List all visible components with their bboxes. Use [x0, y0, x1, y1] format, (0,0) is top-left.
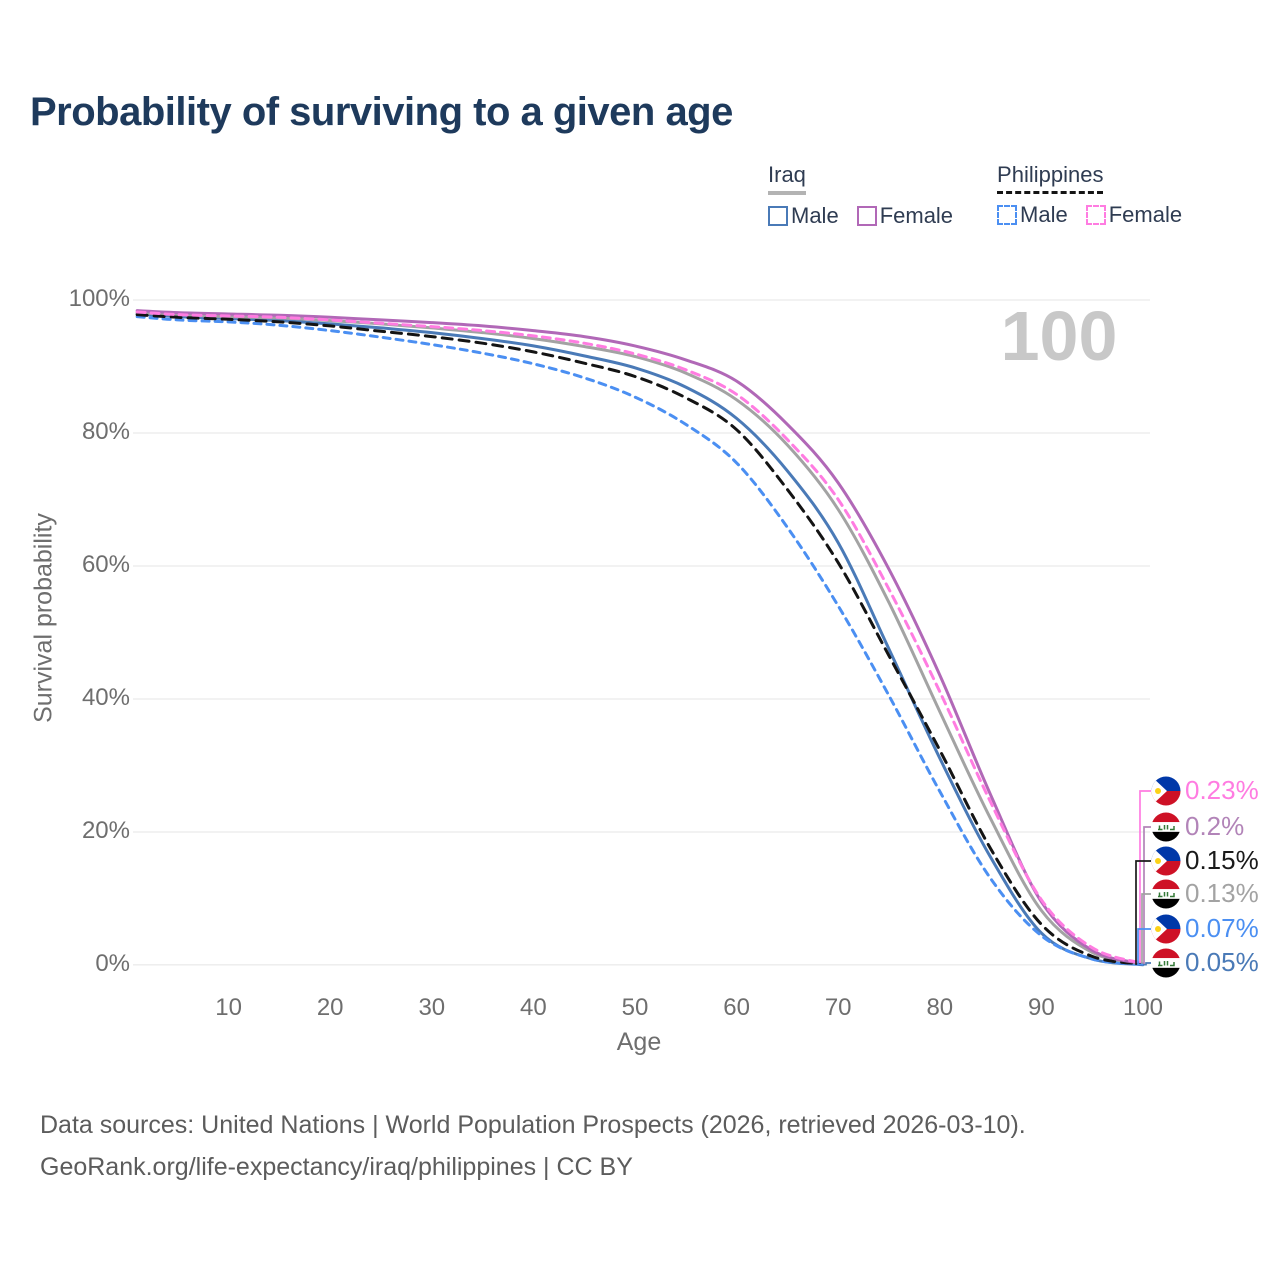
legend-item-philippines-female-label: Female: [1108, 202, 1183, 227]
footer-attribution-link: GeoRank.org/life-expectancy/iraq/philipp…: [40, 1153, 633, 1181]
legend-item-iraq-male[interactable]: Male: [768, 203, 839, 229]
end-label-philippines_total[interactable]: 0.15%: [1185, 845, 1259, 875]
y-tick-label: 20%: [81, 817, 130, 844]
x-tick-label: 100: [1122, 994, 1164, 1021]
hovered-age-watermark: 100: [1000, 297, 1118, 375]
philippines-flag-icon: [1151, 914, 1181, 944]
iraq-flag-icon: [1151, 948, 1181, 978]
legend-items-philippines: Male Female: [997, 202, 1182, 228]
end-label-iraq_female[interactable]: 0.2%: [1185, 811, 1245, 841]
curve-iraq_total[interactable]: [135, 311, 1145, 966]
legend-header-philippines-label: Philippines: [997, 162, 1104, 187]
iraq-female-swatch-icon: [856, 206, 877, 226]
curve-iraq_male[interactable]: [135, 312, 1145, 967]
x-tick-label: 50: [621, 994, 649, 1021]
curve-iraq_female[interactable]: [135, 309, 1145, 966]
end-label-connector-iraq_female: [1143, 826, 1151, 965]
y-tick-label: 100%: [68, 285, 130, 312]
legend-group-iraq: Iraq Male Female: [768, 162, 953, 229]
x-tick-label: 90: [1028, 994, 1055, 1021]
philippines-flag-icon: [1151, 846, 1181, 876]
curve-philippines_female[interactable]: [135, 310, 1145, 965]
legend-item-iraq-female[interactable]: Female: [856, 203, 954, 229]
legend-header-iraq[interactable]: Iraq: [768, 162, 806, 195]
footer: Data sources: United Nations | World Pop…: [40, 1104, 1026, 1188]
legend-item-philippines-male[interactable]: Male: [997, 202, 1068, 228]
y-tick-label: 0%: [95, 950, 130, 977]
end-label-philippines_female[interactable]: 0.23%: [1185, 775, 1259, 805]
legend-item-iraq-male-label: Male: [791, 203, 839, 228]
legend-header-philippines[interactable]: Philippines: [997, 162, 1104, 194]
x-tick-label: 70: [824, 994, 852, 1021]
end-label-connector-philippines_male: [1137, 928, 1151, 966]
x-tick-label: 40: [520, 994, 547, 1021]
legend-item-philippines-female[interactable]: Female: [1085, 202, 1183, 228]
x-tick-label: 30: [418, 994, 446, 1021]
end-label-iraq_male[interactable]: 0.05%: [1185, 947, 1259, 977]
iraq-flag-icon: [1151, 879, 1181, 909]
y-axis-title: Survival probability: [29, 513, 58, 723]
legend-item-iraq-female-label: Female: [879, 203, 954, 228]
footer-data-sources: Data sources: United Nations | World Pop…: [40, 1111, 1026, 1139]
end-label-philippines_male[interactable]: 0.07%: [1185, 913, 1259, 943]
legend-header-iraq-label: Iraq: [768, 162, 806, 187]
x-tick-label: 20: [316, 994, 344, 1021]
legend-group-philippines: Philippines Male Female: [997, 162, 1182, 229]
philippines-flag-icon: [1151, 776, 1181, 806]
curve-philippines_total[interactable]: [135, 313, 1145, 966]
iraq-male-swatch-icon: [768, 206, 788, 226]
end-label-connector-iraq_male: [1143, 962, 1151, 966]
philippines-female-swatch-icon: [1085, 205, 1106, 225]
iraq-flag-icon: [1151, 812, 1181, 842]
y-tick-label: 80%: [81, 418, 130, 445]
legend-item-philippines-male-label: Male: [1020, 202, 1068, 227]
curve-philippines_male[interactable]: [135, 315, 1145, 966]
end-label-iraq_total[interactable]: 0.13%: [1185, 878, 1259, 908]
x-tick-label: 60: [723, 994, 750, 1021]
legend: Iraq Male Female Philippines Mal: [768, 162, 1182, 229]
y-tick-label: 60%: [81, 551, 130, 578]
y-tick-label: 40%: [81, 684, 130, 711]
x-tick-label: 10: [215, 994, 242, 1021]
legend-items-iraq: Male Female: [768, 203, 953, 229]
page-title: Probability of surviving to a given age: [30, 90, 733, 134]
x-axis-title: Age: [616, 1028, 662, 1056]
philippines-male-swatch-icon: [997, 205, 1018, 225]
x-tick-label: 80: [926, 994, 954, 1021]
